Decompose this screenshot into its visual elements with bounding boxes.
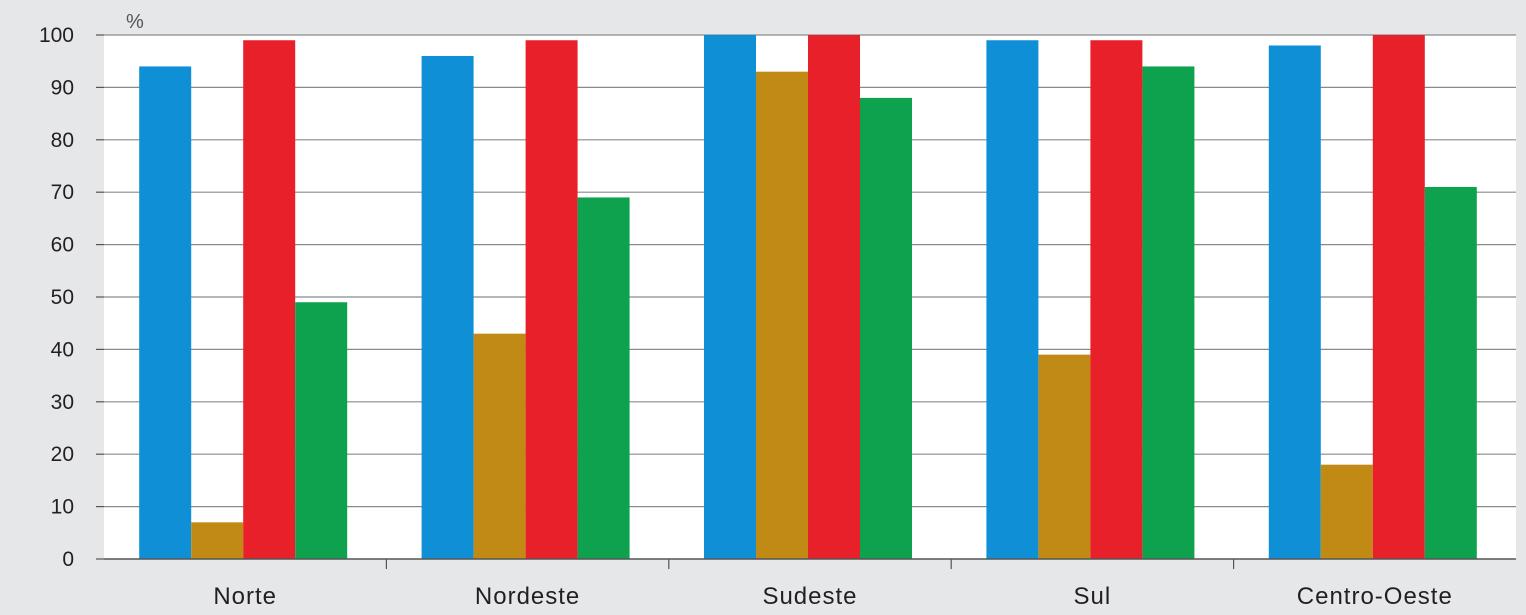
bar [860,97,912,559]
bar [421,55,474,560]
bar [756,71,808,560]
bar [473,333,526,559]
labels: 0 10 20 30 40 50 60 70 80 90 100 Norte Nordeste Sudes… [39,24,1453,610]
y-tick-label: 30 [51,391,74,414]
bar [577,197,630,559]
bar [1372,35,1425,559]
bar [243,40,296,560]
bar [191,522,244,559]
y-tick-label: 80 [51,129,74,152]
y-tick-label: 10 [51,496,74,519]
y-unit-label: % [126,11,144,33]
x-category-label: Nordeste [475,583,580,610]
y-tick-label: 70 [51,181,74,204]
x-category-label: Centro-Oeste [1297,583,1453,610]
y-tick-label: 20 [51,443,74,466]
bar [808,35,860,559]
bar [1268,45,1321,560]
y-tick-label: 100 [39,24,74,47]
y-tick-label: 50 [51,286,74,309]
x-category-label: Sul [1074,583,1112,610]
bar [295,302,348,559]
bar [1424,186,1477,559]
bars [139,35,1477,560]
bar [1320,464,1373,559]
y-tick-label: 60 [51,234,74,257]
y-tick-label: 0 [62,548,74,571]
y-tick-label: 40 [51,338,74,361]
x-category-label: Norte [213,583,277,610]
bar [1090,40,1143,560]
bar [986,40,1039,560]
bar [139,66,192,559]
bar [1038,354,1091,559]
y-tick-label: 90 [51,76,74,99]
bar [525,40,578,560]
bar [1142,66,1195,559]
axes [96,34,1516,569]
x-category-label: Sudeste [762,583,857,610]
bar [704,35,756,559]
